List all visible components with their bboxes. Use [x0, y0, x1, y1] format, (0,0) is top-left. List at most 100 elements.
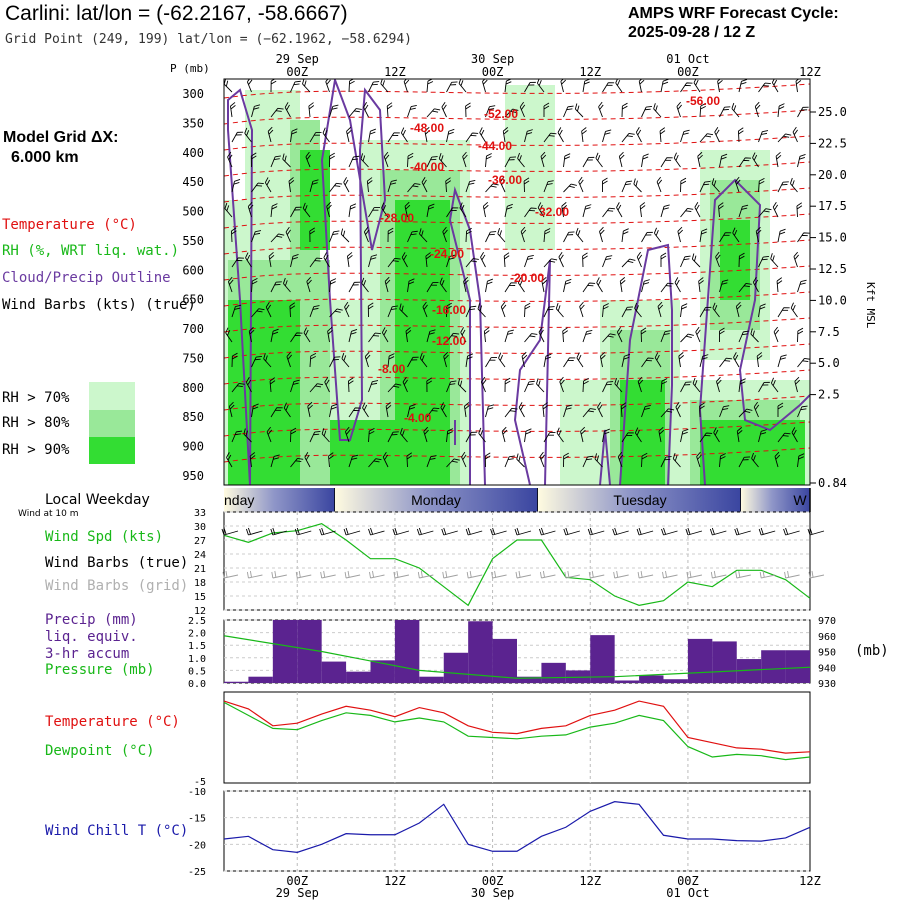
wind-barb — [557, 127, 564, 143]
wind-barb — [582, 282, 596, 293]
wind-barb-true — [319, 527, 336, 536]
wind-barb — [329, 403, 338, 418]
wind-barb — [309, 132, 322, 143]
wind-barb-true — [563, 527, 580, 536]
wind-barb — [541, 276, 548, 293]
model-grid-info: Model Grid ΔX: 6.000 km — [3, 128, 119, 168]
pressure-tick-label: 900 — [182, 440, 204, 454]
legend-wind-barbs-grid: Wind Barbs (grid) — [45, 578, 189, 594]
wind-barb — [641, 231, 653, 243]
wind-barb — [653, 227, 662, 243]
top-hour-label: 00Z — [677, 65, 699, 79]
wind-barb — [283, 277, 291, 293]
wind-barb — [407, 278, 415, 293]
wind-barb-true — [343, 527, 361, 536]
wind-barb — [459, 202, 467, 218]
wind-barb — [346, 126, 352, 143]
wind-barb — [387, 257, 401, 268]
wind-barb — [691, 253, 701, 268]
isotherm-label: -28.00 — [380, 211, 414, 225]
wind-barb — [524, 333, 538, 343]
wind-barb — [716, 376, 722, 393]
wind-barb — [404, 201, 411, 218]
height-tick-label: 2.5 — [818, 388, 840, 402]
wind-barb — [775, 152, 782, 168]
wind-barb — [441, 101, 447, 118]
wind-barb — [249, 452, 256, 468]
wind-barb — [660, 378, 668, 393]
wind-barb — [326, 201, 332, 218]
wind-barb — [602, 255, 613, 268]
weekday-name: nday — [224, 492, 254, 508]
wind-barb — [579, 301, 585, 318]
wind-barb — [733, 352, 740, 368]
wind-barb — [616, 326, 623, 343]
precip-tick-label: 0.0 — [188, 679, 206, 690]
wind-barb — [595, 152, 603, 168]
wind-barb — [536, 79, 545, 93]
isotherm-line — [224, 369, 810, 385]
wind-barb — [424, 126, 431, 143]
wind-barb — [794, 376, 801, 393]
wind-barb — [772, 201, 779, 218]
wind-barb — [263, 353, 272, 368]
windchill-line — [223, 801, 811, 853]
model-grid-line-1: Model Grid ΔX: — [3, 129, 119, 146]
wind-barb — [621, 258, 636, 268]
wind-barb — [602, 129, 612, 143]
wind-barb — [524, 207, 537, 218]
wind-barb — [251, 403, 259, 418]
wind-barb — [536, 378, 545, 393]
precip-bar — [712, 641, 737, 683]
wind-barb — [660, 204, 670, 218]
wind-barb — [738, 330, 750, 343]
wind-barb — [426, 377, 433, 393]
weekday-name: W — [793, 492, 807, 508]
wind-barb — [438, 153, 447, 168]
wind-barb — [621, 180, 633, 193]
wind-barb-grid — [759, 570, 776, 579]
wind-barb — [538, 327, 545, 343]
legend-wind: Wind Barbs (kts) (true) — [2, 297, 196, 313]
wind-barb — [251, 308, 265, 318]
wind-barb — [340, 228, 350, 243]
wind-barb — [348, 155, 360, 168]
wind-barb — [756, 352, 763, 368]
wind-barb — [231, 304, 242, 318]
wind-barb — [719, 453, 726, 468]
wind-barb — [738, 79, 748, 93]
wind-barb — [754, 101, 761, 118]
wind-barb — [641, 404, 651, 418]
wind-barb — [329, 308, 343, 318]
wind-barb — [465, 258, 479, 268]
wind-barb-grid — [735, 570, 751, 579]
wind-barb — [231, 257, 244, 268]
wind-barb — [562, 327, 568, 343]
wind-barb — [719, 232, 732, 243]
model-grid-line-2: 6.000 km — [11, 149, 79, 166]
wind-barb — [485, 105, 496, 118]
wind-barb — [368, 427, 375, 443]
wind-barb — [463, 276, 469, 293]
wind-barb — [483, 327, 490, 343]
wind-barb — [446, 207, 459, 218]
wind-barb — [387, 353, 395, 368]
wind-barb — [290, 458, 304, 468]
wind-barb — [680, 82, 693, 93]
wind-barb — [482, 201, 489, 218]
wind-barb — [641, 153, 649, 168]
wind-barb — [282, 153, 291, 168]
wind-barb — [309, 383, 324, 393]
wind-barb — [348, 203, 357, 218]
wind-barb — [270, 203, 278, 218]
wind-barb-true — [709, 527, 727, 536]
wind-barb — [224, 202, 233, 218]
wind-barb — [270, 79, 277, 93]
wind-barb — [582, 329, 593, 343]
top-hour-label: 00Z — [286, 65, 308, 79]
isotherm-label: -24.00 — [430, 247, 464, 261]
pressure-tick-label: 930 — [818, 679, 836, 690]
wind-barb — [504, 203, 513, 218]
wind-barb — [719, 357, 732, 368]
wind-barb — [719, 405, 730, 418]
